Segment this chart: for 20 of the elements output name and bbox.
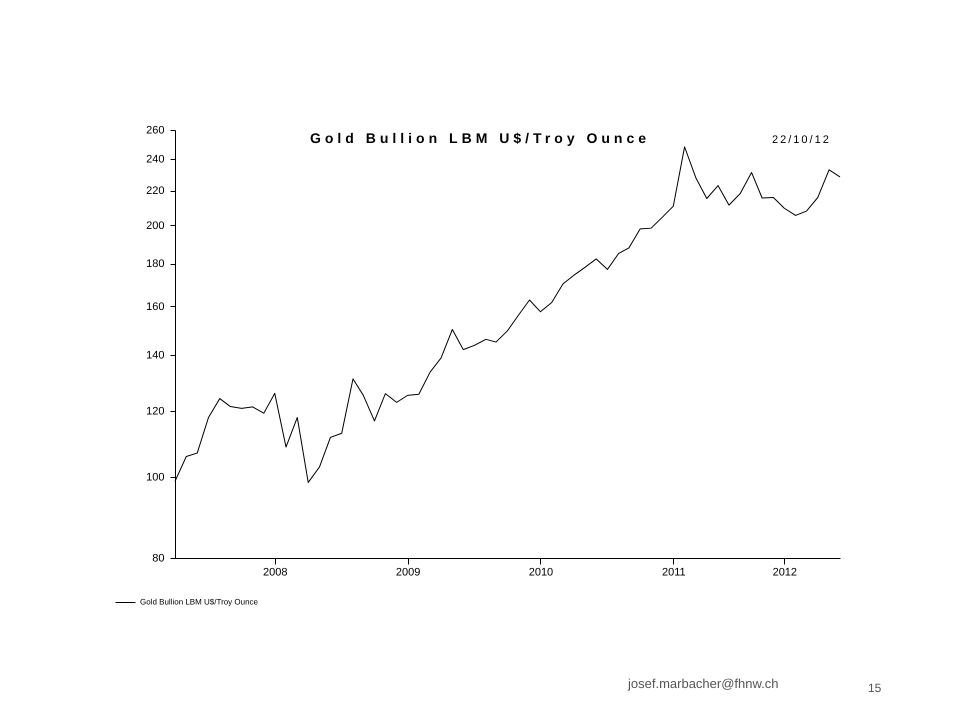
y-tick-label: 240 — [146, 154, 164, 166]
y-tick-label: 80 — [152, 552, 164, 564]
y-tick-label: 160 — [146, 300, 164, 313]
y-tick-label: 200 — [146, 220, 164, 232]
y-tick-label: 100 — [146, 471, 164, 484]
x-tick-label: 2010 — [528, 566, 554, 578]
legend-label: Gold Bullion LBM U$/Troy Ounce — [140, 598, 259, 606]
x-tick-label: 2012 — [772, 566, 798, 578]
y-tick-label: 120 — [146, 405, 164, 418]
text: 15 — [868, 681, 882, 695]
y-tick-label: 220 — [146, 185, 164, 198]
chart-title: Gold Bullion LBM U$/Troy Ounce — [308, 130, 652, 146]
chart-subtitle: 22/10/12 — [772, 134, 831, 146]
text: josef.marbacher@fhnw.ch — [628, 676, 778, 691]
y-tick-label: 180 — [146, 258, 164, 270]
x-tick-label: 2009 — [396, 566, 420, 578]
y-tick-label: 260 — [146, 124, 164, 136]
y-tick-label: 140 — [146, 349, 164, 362]
x-tick-label: 2008 — [262, 566, 288, 578]
x-tick-label: 2011 — [662, 566, 686, 578]
